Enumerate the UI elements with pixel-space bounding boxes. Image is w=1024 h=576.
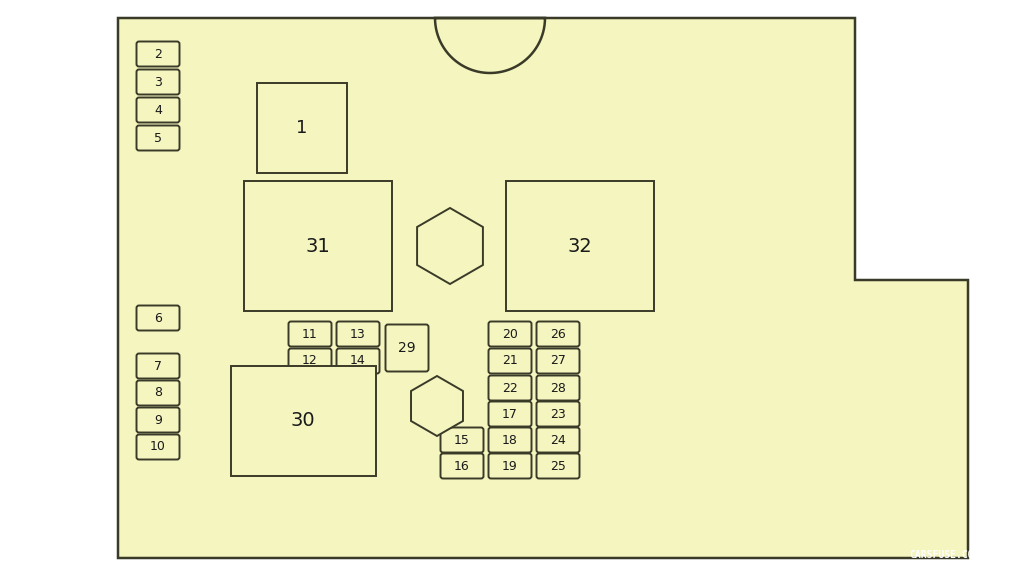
Text: 13: 13: [350, 328, 366, 340]
FancyBboxPatch shape: [537, 401, 580, 426]
FancyBboxPatch shape: [136, 126, 179, 150]
Polygon shape: [417, 208, 483, 284]
FancyBboxPatch shape: [488, 348, 531, 373]
Text: 8: 8: [154, 386, 162, 400]
Text: 22: 22: [502, 381, 518, 395]
Text: 17: 17: [502, 407, 518, 420]
Text: 31: 31: [305, 237, 331, 256]
FancyBboxPatch shape: [488, 321, 531, 347]
Polygon shape: [411, 376, 463, 436]
FancyBboxPatch shape: [488, 401, 531, 426]
Text: 18: 18: [502, 434, 518, 446]
FancyBboxPatch shape: [440, 453, 483, 479]
Text: 20: 20: [502, 328, 518, 340]
FancyBboxPatch shape: [136, 70, 179, 94]
Text: 5: 5: [154, 131, 162, 145]
FancyBboxPatch shape: [537, 453, 580, 479]
FancyBboxPatch shape: [136, 97, 179, 123]
FancyBboxPatch shape: [537, 376, 580, 400]
FancyBboxPatch shape: [136, 407, 179, 433]
FancyBboxPatch shape: [136, 354, 179, 378]
FancyBboxPatch shape: [537, 348, 580, 373]
FancyBboxPatch shape: [537, 321, 580, 347]
Text: 15: 15: [454, 434, 470, 446]
Text: 12: 12: [302, 354, 317, 367]
FancyBboxPatch shape: [385, 324, 428, 372]
Text: 24: 24: [550, 434, 566, 446]
Text: 10: 10: [151, 441, 166, 453]
FancyBboxPatch shape: [136, 381, 179, 406]
Text: 14: 14: [350, 354, 366, 367]
Text: 3: 3: [154, 75, 162, 89]
Text: 2: 2: [154, 47, 162, 60]
Text: 6: 6: [154, 312, 162, 324]
FancyBboxPatch shape: [537, 427, 580, 453]
Text: 7: 7: [154, 359, 162, 373]
Bar: [244, 181, 392, 311]
Text: 1: 1: [296, 119, 307, 137]
Text: 25: 25: [550, 460, 566, 472]
Text: 29: 29: [398, 341, 416, 355]
FancyBboxPatch shape: [136, 305, 179, 331]
Text: 26: 26: [550, 328, 566, 340]
Bar: [257, 83, 347, 173]
Text: 19: 19: [502, 460, 518, 472]
Text: 28: 28: [550, 381, 566, 395]
Text: 11: 11: [302, 328, 317, 340]
FancyBboxPatch shape: [136, 434, 179, 460]
Text: 23: 23: [550, 407, 566, 420]
FancyBboxPatch shape: [136, 41, 179, 66]
Bar: [506, 181, 654, 311]
Text: 27: 27: [550, 354, 566, 367]
Text: CARSFUSE.COM: CARSFUSE.COM: [909, 550, 980, 560]
Text: 21: 21: [502, 354, 518, 367]
Text: 4: 4: [154, 104, 162, 116]
Text: 9: 9: [154, 414, 162, 426]
FancyBboxPatch shape: [289, 321, 332, 347]
Text: 16: 16: [454, 460, 470, 472]
FancyBboxPatch shape: [488, 376, 531, 400]
Polygon shape: [118, 18, 968, 558]
Bar: [230, 366, 376, 476]
Text: 30: 30: [291, 411, 315, 430]
FancyBboxPatch shape: [337, 348, 380, 373]
FancyBboxPatch shape: [337, 321, 380, 347]
FancyBboxPatch shape: [289, 348, 332, 373]
FancyBboxPatch shape: [440, 427, 483, 453]
Text: 32: 32: [567, 237, 592, 256]
FancyBboxPatch shape: [488, 453, 531, 479]
FancyBboxPatch shape: [488, 427, 531, 453]
